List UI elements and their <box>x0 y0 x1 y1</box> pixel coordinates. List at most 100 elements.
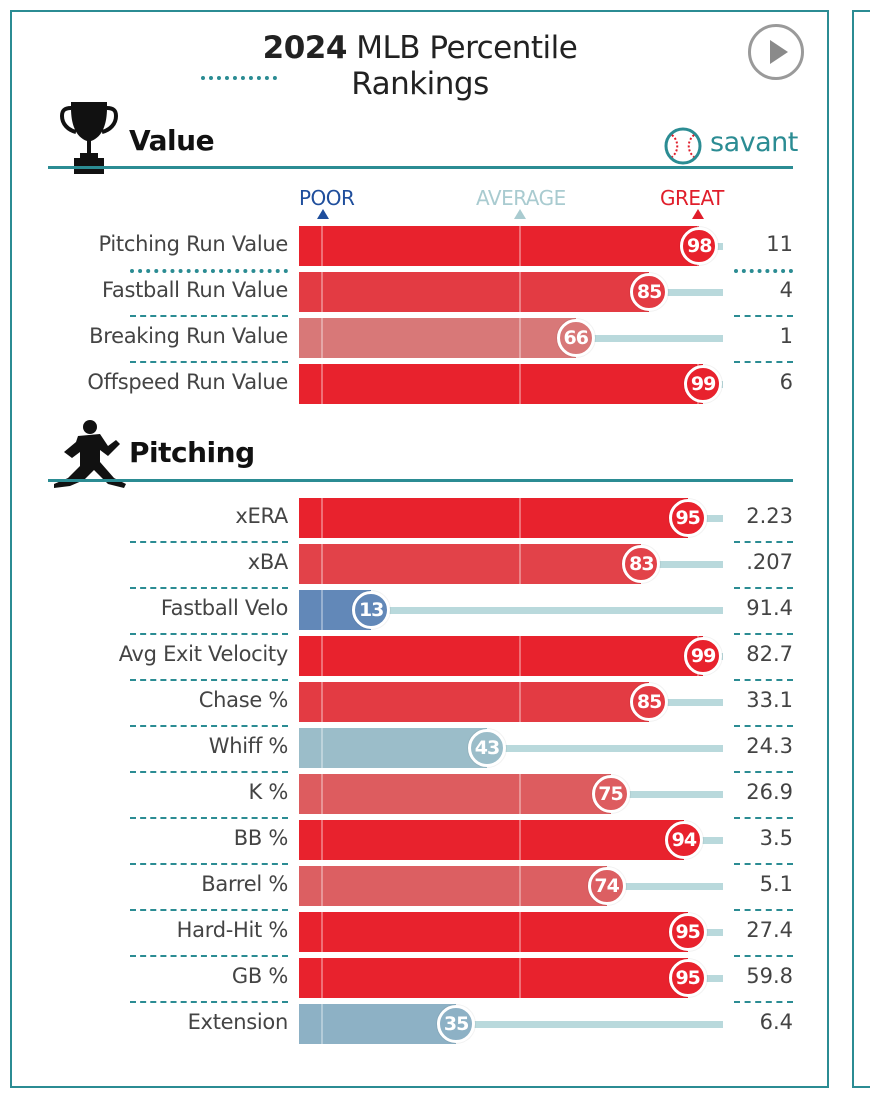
average-gridline <box>519 912 521 952</box>
title-underline <box>201 76 277 80</box>
percentile-track <box>299 318 723 358</box>
metric-value: 26.9 <box>746 780 793 804</box>
metric-label: Breaking Run Value <box>89 324 288 348</box>
percentile-badge: 43 <box>467 729 506 767</box>
row-separator <box>734 1001 793 1003</box>
metric-value: 11 <box>766 232 793 256</box>
poor-gridline <box>321 590 323 630</box>
average-gridline <box>519 498 521 538</box>
metric-value: 91.4 <box>746 596 793 620</box>
poor-gridline <box>321 866 323 906</box>
poor-gridline <box>321 364 323 404</box>
metric-value: 6.4 <box>759 1010 793 1034</box>
trophy-icon <box>60 102 118 174</box>
percentile-bar <box>299 1004 457 1044</box>
percentile-badge: 95 <box>668 499 707 537</box>
percentile-bar <box>299 728 487 768</box>
percentile-track <box>299 636 723 676</box>
row-separator <box>734 817 793 819</box>
row-separator <box>130 771 288 773</box>
percentile-bar <box>299 774 611 814</box>
percentile-badge: 99 <box>684 365 723 403</box>
percentile-bar <box>299 636 704 676</box>
average-gridline <box>519 866 521 906</box>
percentile-badge: 74 <box>587 867 626 905</box>
row-separator <box>734 633 793 635</box>
section-rule-pitching <box>48 479 793 482</box>
metric-value: 24.3 <box>746 734 793 758</box>
metric-value: 82.7 <box>746 642 793 666</box>
row-separator <box>130 315 288 317</box>
scale-average-label: AVERAGE <box>476 186 566 210</box>
metric-label: Barrel % <box>201 872 288 896</box>
pitcher-silhouette-icon <box>54 420 126 488</box>
average-arrow-icon <box>514 209 526 219</box>
track-remainder <box>486 745 723 752</box>
row-separator <box>130 633 288 635</box>
poor-gridline <box>321 1004 323 1044</box>
poor-arrow-icon <box>317 209 329 219</box>
percentile-bar <box>299 318 576 358</box>
row-separator <box>734 679 793 681</box>
row-separator <box>130 909 288 911</box>
percentile-track <box>299 728 723 768</box>
average-gridline <box>519 636 521 676</box>
poor-gridline <box>321 728 323 768</box>
percentile-badge: 85 <box>630 273 669 311</box>
title-year: 2024 <box>262 30 348 66</box>
average-gridline <box>519 272 521 312</box>
percentile-bar <box>299 272 650 312</box>
row-separator <box>734 541 793 543</box>
percentile-track <box>299 820 723 860</box>
row-separator <box>130 863 288 865</box>
section-rule-value <box>48 166 793 169</box>
row-separator <box>734 725 793 727</box>
scale-poor-label: POOR <box>299 186 355 210</box>
percentile-track <box>299 498 723 538</box>
section-title-pitching: Pitching <box>129 436 255 469</box>
scale-great-label: GREAT <box>660 186 724 210</box>
row-separator <box>734 587 793 589</box>
percentile-track <box>299 272 723 312</box>
percentile-badge: 75 <box>591 775 630 813</box>
percentile-badge: 85 <box>630 683 669 721</box>
average-gridline <box>519 318 521 358</box>
metric-label: Whiff % <box>208 734 289 758</box>
metric-value: 2.23 <box>746 504 793 528</box>
poor-gridline <box>321 272 323 312</box>
section-title-value: Value <box>129 124 215 157</box>
percentile-badge: 95 <box>668 913 707 951</box>
metric-label: Hard-Hit % <box>176 918 289 942</box>
metric-value: .207 <box>746 550 793 574</box>
row-separator <box>734 269 793 273</box>
metric-label: K % <box>248 780 288 804</box>
percentile-badge: 35 <box>437 1005 476 1043</box>
metric-label: BB % <box>233 826 289 850</box>
row-separator <box>130 1001 288 1003</box>
average-gridline <box>519 364 521 404</box>
metric-label: GB % <box>231 964 288 988</box>
metric-label: xERA <box>235 504 288 528</box>
metric-value: 33.1 <box>746 688 793 712</box>
row-separator <box>734 909 793 911</box>
metric-label: Chase % <box>198 688 289 712</box>
percentile-bar <box>299 364 704 404</box>
percentile-track <box>299 544 723 584</box>
percentile-track <box>299 226 723 266</box>
percentile-badge: 13 <box>352 591 391 629</box>
percentile-track <box>299 682 723 722</box>
metric-value: 27.4 <box>746 918 793 942</box>
savant-wordmark: savant <box>710 127 798 158</box>
row-separator <box>130 587 288 589</box>
track-remainder <box>456 1021 723 1028</box>
poor-gridline <box>321 912 323 952</box>
percentile-bar <box>299 544 642 584</box>
average-gridline <box>519 682 521 722</box>
track-remainder <box>683 837 723 844</box>
percentile-badge: 98 <box>680 227 719 265</box>
play-button[interactable] <box>748 24 804 80</box>
row-separator <box>130 817 288 819</box>
row-separator <box>734 361 793 363</box>
percentile-bar <box>299 682 650 722</box>
metric-label: xBA <box>247 550 289 574</box>
